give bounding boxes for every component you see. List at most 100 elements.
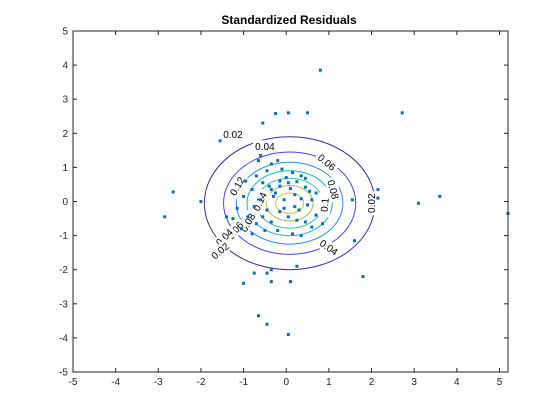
x-tick-label: -2 [196,377,205,388]
contour-label-background [207,238,234,264]
data-point [284,176,288,180]
data-point [163,215,167,219]
contour-label: 0.04 [255,142,275,153]
data-point [218,139,222,143]
x-tick-label: 2 [369,377,375,388]
x-tick-label: -5 [69,377,78,388]
contour-label-background [317,192,332,218]
data-point [310,198,314,202]
x-tick-label: 4 [454,377,460,388]
contour-label: 0.02 [367,193,378,213]
data-point [259,198,263,202]
data-point [269,280,273,284]
data-point [295,264,299,268]
data-point [438,194,442,198]
y-tick-label: 5 [62,27,68,38]
data-point [269,220,273,224]
data-point [267,184,271,188]
x-tick-label: 3 [411,377,417,388]
data-point [278,184,282,188]
data-point [297,208,301,212]
data-point [416,201,420,205]
y-tick-label: -2 [59,265,68,276]
data-point [303,185,307,189]
y-tick-label: -1 [59,231,68,242]
data-point [246,215,250,219]
contour-label: 0.02 [223,130,243,141]
data-point [376,196,380,200]
data-point [291,232,295,236]
data-point [252,271,256,275]
data-point [314,213,318,217]
data-point [400,111,404,115]
data-point [286,111,290,115]
contour-label-background [211,224,238,251]
data-point [303,220,307,224]
data-point [278,210,282,214]
data-point [320,222,324,226]
data-point [244,179,248,183]
data-point [261,215,265,219]
data-point [278,179,282,183]
data-point [293,193,297,197]
y-tick-label: 3 [62,95,68,106]
y-tick-label: 1 [62,163,68,174]
data-point [299,197,303,201]
data-point [254,174,258,178]
data-point [282,198,286,202]
contour-label-background [249,188,271,215]
contour-level-0.06 [235,161,344,245]
data-point [263,228,267,232]
data-point [299,174,303,178]
y-tick-label: -4 [59,333,68,344]
x-tick-label: -3 [154,377,163,388]
data-point [259,153,263,157]
data-point [299,234,303,238]
data-point [274,112,278,116]
data-point [225,215,229,219]
data-point [261,181,265,185]
data-point [269,162,273,166]
data-point [250,232,254,236]
x-tick-label: -4 [111,377,120,388]
data-point [257,159,261,163]
data-point [269,188,273,192]
x-axis-ticks: -5 -4 -3 -2 -1 0 1 2 3 4 5 [69,31,503,388]
y-tick-label: 4 [62,61,68,72]
data-point [282,206,286,210]
data-point [265,322,269,326]
data-point [271,194,275,198]
y-tick-label: 0 [62,197,68,208]
data-point [293,205,297,209]
contour-label-background [315,235,343,260]
data-point [306,111,310,115]
data-point [242,281,246,285]
data-point [286,215,290,219]
data-point [231,217,235,221]
data-point [291,171,295,175]
data-point [350,198,354,202]
data-point [250,188,254,192]
data-point [318,68,322,72]
data-point [310,225,314,229]
contour-level-0.14 [275,192,305,214]
data-point [265,271,269,275]
contour-label-background [365,191,378,216]
data-point [361,275,365,279]
contour-label-background [313,149,340,175]
data-point [261,121,265,125]
data-point [303,176,307,180]
data-point [308,189,312,193]
x-tick-label: 5 [497,377,503,388]
contour-level-0.08 [246,170,333,237]
data-point [295,218,299,222]
contour-label: 0.1 [320,197,332,212]
data-point [265,169,269,173]
y-tick-label: 2 [62,129,68,140]
y-tick-label: -5 [59,368,68,379]
data-point [199,200,203,203]
data-point [265,208,269,212]
chart-title: Standardized Residuals [221,13,357,27]
contour-label-background [252,140,277,153]
